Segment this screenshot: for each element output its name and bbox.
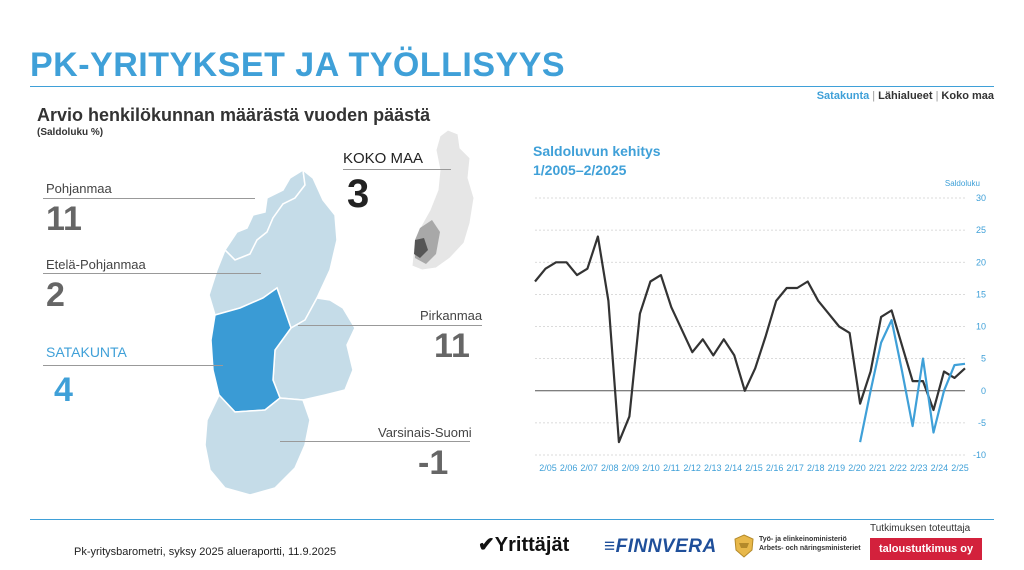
- tem-logo-line2: Arbets- och näringsministeriet: [759, 545, 861, 552]
- region-label-etela-pohjanmaa: Etelä-Pohjanmaa: [46, 257, 146, 272]
- region-value-pirkanmaa: 11: [434, 327, 470, 365]
- x-tick-label: 2/06: [560, 463, 578, 473]
- koko-maa-label: KOKO MAA: [343, 150, 424, 167]
- yrittajat-logo-text: Yrittäjät: [494, 534, 570, 556]
- map-subtitle: Arvio henkilökunnan määrästä vuoden pääs…: [37, 105, 431, 125]
- x-tick-label: 2/12: [683, 463, 701, 473]
- footer-divider: [30, 519, 994, 520]
- region-value-satakunta: 4: [54, 371, 73, 409]
- y-tick-label: 30: [976, 193, 986, 203]
- x-tick-label: 2/21: [869, 463, 887, 473]
- y-tick-label: 15: [976, 289, 986, 299]
- region-nav: Satakunta | Lähialueet | Koko maa: [817, 90, 994, 102]
- footer-source: Pk-yritysbarometri, syksy 2025 aluerapor…: [74, 546, 337, 558]
- nav-link-lahialueet[interactable]: Lähialueet: [878, 90, 933, 102]
- lion-crest-icon: [734, 534, 754, 558]
- x-tick-label: 2/05: [539, 463, 557, 473]
- y-tick-label: 10: [976, 322, 986, 332]
- y-tick-label: 20: [976, 257, 986, 267]
- map-region-satakunta: [210, 286, 292, 413]
- nav-link-koko-maa[interactable]: Koko maa: [941, 90, 994, 102]
- nav-separator: |: [872, 90, 876, 102]
- x-tick-label: 2/10: [642, 463, 660, 473]
- chart-subtitle: 1/2005–2/2025: [533, 162, 627, 178]
- finland-satakunta-area: [414, 238, 428, 258]
- finnvera-logo-text: FINNVERA: [615, 536, 717, 557]
- x-tick-label: 2/20: [848, 463, 866, 473]
- tem-logo: Työ- ja elinkeinoministeriö Arbets- och …: [759, 535, 861, 553]
- chart-title-block: Saldoluvun kehitys 1/2005–2/2025: [533, 142, 661, 180]
- x-tick-label: 2/11: [663, 463, 680, 473]
- x-tick-label: 2/16: [766, 463, 784, 473]
- series-line-satakunta: [859, 319, 966, 443]
- region-value-etela-pohjanmaa: 2: [46, 276, 65, 314]
- regional-map: [204, 170, 356, 496]
- page-title: PK-YRITYKSET JA TYÖLLISYYS: [30, 46, 566, 84]
- map-note: (Saldoluku %): [37, 127, 104, 138]
- x-tick-label: 2/17: [786, 463, 804, 473]
- leader-line-varsinais-suomi: [280, 441, 470, 442]
- region-label-satakunta: SATAKUNTA: [46, 344, 127, 360]
- x-tick-label: 2/13: [704, 463, 722, 473]
- leader-line-satakunta: [43, 365, 223, 366]
- x-tick-label: 2/19: [828, 463, 846, 473]
- y-tick-label: 5: [981, 354, 986, 364]
- y-tick-label: -5: [978, 418, 986, 428]
- x-tick-label: 2/18: [807, 463, 825, 473]
- x-tick-label: 2/22: [889, 463, 907, 473]
- leader-line-pirkanmaa: [298, 325, 482, 326]
- x-tick-label: 2/07: [580, 463, 598, 473]
- finnvera-logo: ≡FINNVERA: [604, 536, 717, 558]
- x-tick-label: 2/25: [951, 463, 969, 473]
- koko-maa-value: 3: [347, 172, 370, 216]
- header-divider: [30, 86, 994, 87]
- region-label-pirkanmaa: Pirkanmaa: [420, 308, 483, 323]
- check-icon: ✔: [478, 534, 495, 556]
- map-region-varsinais-suomi: [204, 393, 311, 496]
- region-label-varsinais-suomi: Varsinais-Suomi: [378, 425, 472, 440]
- yrittajat-logo: ✔Yrittäjät: [478, 532, 569, 557]
- stripes-icon: ≡: [604, 536, 616, 557]
- x-tick-label: 2/09: [622, 463, 640, 473]
- region-value-pohjanmaa: 11: [46, 200, 82, 238]
- nav-separator: |: [935, 90, 939, 102]
- region-value-varsinais-suomi: -1: [418, 444, 449, 482]
- x-tick-label: 2/08: [601, 463, 619, 473]
- y-tick-label: 0: [981, 386, 986, 396]
- leader-line-etela-pohjanmaa: [43, 273, 261, 274]
- y-axis-label: Saldoluku: [945, 179, 980, 188]
- x-tick-label: 2/15: [745, 463, 763, 473]
- chart-title: Saldoluvun kehitys: [533, 143, 661, 159]
- taloustutkimus-logo: taloustutkimus oy: [870, 538, 982, 560]
- series-line-koko-maa: [534, 235, 966, 444]
- finland-locator-map: [411, 129, 475, 271]
- tekija-label: Tutkimuksen toteuttaja: [870, 523, 971, 534]
- region-label-pohjanmaa: Pohjanmaa: [46, 181, 112, 196]
- y-tick-label: -10: [973, 450, 986, 460]
- tem-logo-line1: Työ- ja elinkeinoministeriö: [759, 536, 847, 543]
- koko-maa-leader-line: [343, 169, 451, 170]
- y-tick-label: 25: [976, 225, 986, 235]
- nav-link-satakunta[interactable]: Satakunta: [816, 90, 870, 102]
- leader-line-pohjanmaa: [43, 198, 255, 199]
- x-tick-label: 2/14: [725, 463, 743, 473]
- x-tick-label: 2/24: [931, 463, 949, 473]
- x-tick-label: 2/23: [910, 463, 928, 473]
